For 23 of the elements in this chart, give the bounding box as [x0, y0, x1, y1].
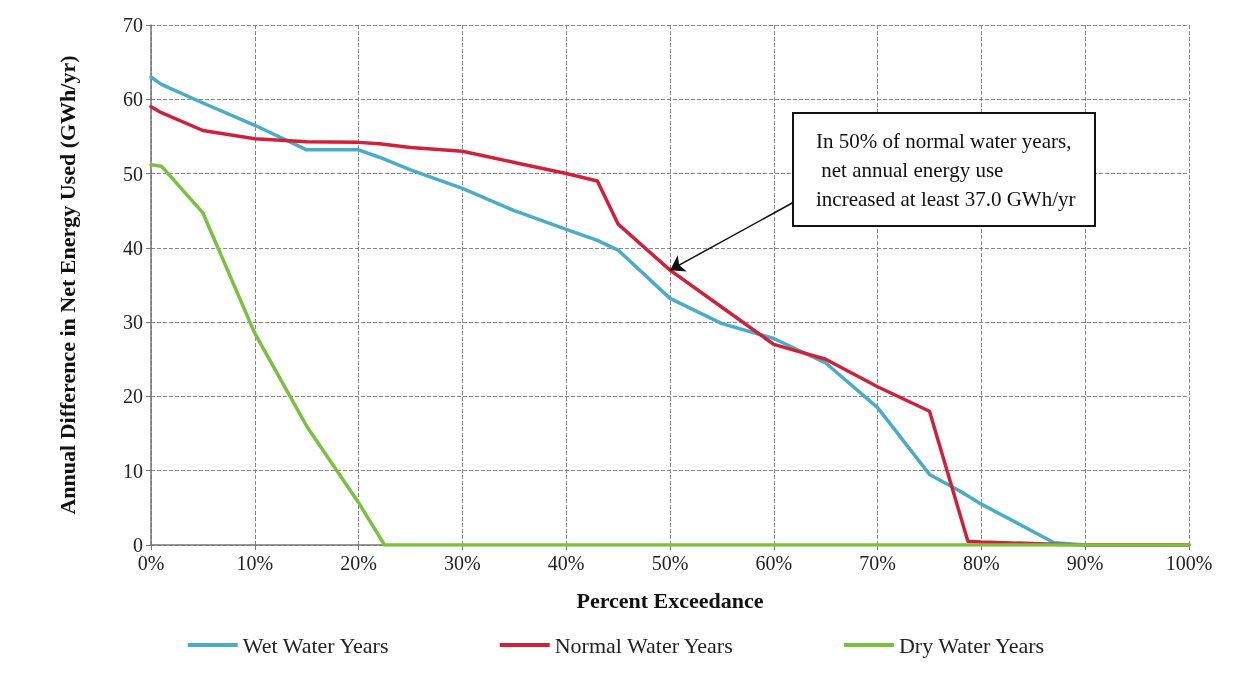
x-tick-label: 20%	[340, 552, 377, 574]
y-tick-label: 20	[123, 385, 143, 408]
legend-label: Normal Water Years	[554, 632, 733, 658]
x-tick-label: 80%	[963, 552, 1000, 574]
x-tick-label: 90%	[1066, 552, 1104, 574]
x-axis-title: Percent Exceedance	[576, 587, 764, 613]
x-tick-label: 50%	[651, 552, 689, 574]
x-tick-label: 40%	[547, 552, 585, 574]
y-axis-title: Annual Difference in Net Energy Used (GWh/yr)	[54, 55, 80, 515]
y-tick-label: 70	[123, 14, 143, 36]
y-tick-label: 40	[123, 236, 143, 259]
y-tick-label: 30	[123, 311, 143, 334]
x-tick-label: 10%	[236, 552, 274, 574]
x-tick-label: 100%	[1165, 552, 1213, 574]
x-tick-label: 70%	[859, 552, 896, 574]
y-tick-label: 60	[123, 88, 143, 111]
legend-label: Wet Water Years	[242, 632, 389, 658]
x-tick-label: 60%	[755, 552, 793, 574]
x-tick-label: 30%	[444, 552, 481, 574]
y-tick-label: 50	[123, 162, 143, 185]
annotation: In 50% of normal water years, net annual energy use increased at least 37.0 GWh/yr	[816, 128, 1076, 211]
y-tick-label: 10	[123, 459, 143, 482]
legend-label: Dry Water Years	[898, 632, 1045, 658]
